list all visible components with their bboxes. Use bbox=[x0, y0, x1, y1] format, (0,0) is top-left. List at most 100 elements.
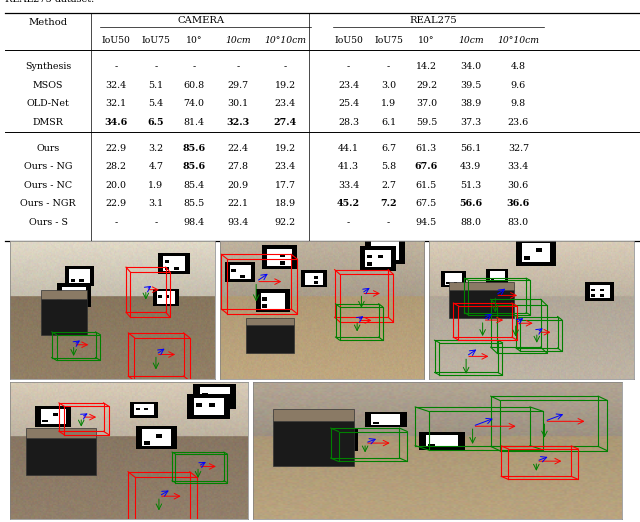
Text: Ours - NGR: Ours - NGR bbox=[20, 199, 76, 208]
Text: 22.1: 22.1 bbox=[228, 199, 249, 208]
Text: REAL275 dataset.: REAL275 dataset. bbox=[5, 0, 94, 4]
Text: 19.2: 19.2 bbox=[275, 81, 296, 90]
Text: 27.4: 27.4 bbox=[273, 118, 297, 127]
Text: 6.5: 6.5 bbox=[148, 118, 164, 127]
Text: 38.9: 38.9 bbox=[460, 99, 481, 108]
Text: 32.7: 32.7 bbox=[508, 144, 529, 152]
Text: Ours - NC: Ours - NC bbox=[24, 181, 72, 189]
Text: 85.6: 85.6 bbox=[182, 144, 205, 152]
Text: 1.9: 1.9 bbox=[381, 99, 396, 108]
Text: 23.4: 23.4 bbox=[275, 162, 296, 171]
Text: 83.0: 83.0 bbox=[508, 218, 529, 227]
Text: 18.9: 18.9 bbox=[275, 199, 296, 208]
Text: 51.3: 51.3 bbox=[460, 181, 481, 189]
Text: 85.4: 85.4 bbox=[184, 181, 205, 189]
Text: 30.6: 30.6 bbox=[508, 181, 529, 189]
Text: 41.3: 41.3 bbox=[338, 162, 359, 171]
Text: -: - bbox=[387, 62, 390, 71]
Text: 85.5: 85.5 bbox=[183, 199, 205, 208]
Text: 94.5: 94.5 bbox=[416, 218, 437, 227]
Text: -: - bbox=[347, 62, 350, 71]
Text: 29.2: 29.2 bbox=[416, 81, 437, 90]
Text: 60.8: 60.8 bbox=[184, 81, 205, 90]
Text: 10°: 10° bbox=[186, 37, 202, 45]
Text: -: - bbox=[192, 62, 196, 71]
Text: 43.9: 43.9 bbox=[460, 162, 481, 171]
Text: 29.7: 29.7 bbox=[228, 81, 249, 90]
Text: -: - bbox=[387, 218, 390, 227]
Text: 34.6: 34.6 bbox=[104, 118, 127, 127]
Text: 61.3: 61.3 bbox=[416, 144, 437, 152]
Text: 10cm: 10cm bbox=[458, 37, 484, 45]
Text: 74.0: 74.0 bbox=[184, 99, 204, 108]
Text: 61.5: 61.5 bbox=[416, 181, 437, 189]
Text: -: - bbox=[115, 218, 118, 227]
Text: 5.8: 5.8 bbox=[381, 162, 396, 171]
Text: -: - bbox=[115, 62, 118, 71]
Text: IoU75: IoU75 bbox=[374, 37, 403, 45]
Text: 2.7: 2.7 bbox=[381, 181, 396, 189]
Text: 67.6: 67.6 bbox=[415, 162, 438, 171]
Text: 10°10cm: 10°10cm bbox=[264, 37, 306, 45]
Text: 20.9: 20.9 bbox=[228, 181, 249, 189]
Text: OLD-Net: OLD-Net bbox=[27, 99, 70, 108]
Text: 28.2: 28.2 bbox=[106, 162, 127, 171]
Text: 92.2: 92.2 bbox=[275, 218, 296, 227]
Text: 37.3: 37.3 bbox=[460, 118, 481, 127]
Text: 88.0: 88.0 bbox=[460, 218, 481, 227]
Text: 98.4: 98.4 bbox=[184, 218, 205, 227]
Text: DMSR: DMSR bbox=[33, 118, 63, 127]
Text: 5.4: 5.4 bbox=[148, 99, 163, 108]
Text: 19.2: 19.2 bbox=[275, 144, 296, 152]
Text: 22.9: 22.9 bbox=[106, 199, 127, 208]
Text: -: - bbox=[284, 62, 287, 71]
Text: IoU50: IoU50 bbox=[334, 37, 363, 45]
Text: 44.1: 44.1 bbox=[338, 144, 359, 152]
Text: 23.4: 23.4 bbox=[338, 81, 359, 90]
Text: Synthesis: Synthesis bbox=[25, 62, 71, 71]
Text: 4.7: 4.7 bbox=[148, 162, 163, 171]
Text: -: - bbox=[347, 218, 350, 227]
Text: 37.0: 37.0 bbox=[416, 99, 437, 108]
Text: 30.1: 30.1 bbox=[228, 99, 249, 108]
Text: 23.4: 23.4 bbox=[275, 99, 296, 108]
Text: 25.4: 25.4 bbox=[338, 99, 359, 108]
Text: 1.9: 1.9 bbox=[148, 181, 163, 189]
Text: 7.2: 7.2 bbox=[380, 199, 397, 208]
Text: IoU75: IoU75 bbox=[141, 37, 170, 45]
Text: 22.9: 22.9 bbox=[106, 144, 127, 152]
Text: 3.0: 3.0 bbox=[381, 81, 396, 90]
Text: 32.1: 32.1 bbox=[106, 99, 127, 108]
Text: Method: Method bbox=[29, 18, 68, 27]
Text: 23.6: 23.6 bbox=[508, 118, 529, 127]
Text: 5.1: 5.1 bbox=[148, 81, 163, 90]
Text: IoU50: IoU50 bbox=[102, 37, 131, 45]
Text: Ours - NG: Ours - NG bbox=[24, 162, 72, 171]
Text: 56.6: 56.6 bbox=[460, 199, 483, 208]
Text: 10°10cm: 10°10cm bbox=[497, 37, 540, 45]
Text: 10cm: 10cm bbox=[225, 37, 251, 45]
Text: CAMERA: CAMERA bbox=[177, 16, 224, 25]
Text: 32.4: 32.4 bbox=[106, 81, 127, 90]
Text: 33.4: 33.4 bbox=[338, 181, 359, 189]
Text: 32.3: 32.3 bbox=[227, 118, 250, 127]
Text: 17.7: 17.7 bbox=[275, 181, 296, 189]
Text: 36.6: 36.6 bbox=[507, 199, 530, 208]
Text: 6.7: 6.7 bbox=[381, 144, 396, 152]
Text: 81.4: 81.4 bbox=[184, 118, 204, 127]
Text: -: - bbox=[154, 62, 157, 71]
Text: Ours: Ours bbox=[36, 144, 60, 152]
Text: 39.5: 39.5 bbox=[460, 81, 481, 90]
Text: -: - bbox=[237, 62, 240, 71]
Text: REAL275: REAL275 bbox=[410, 16, 458, 25]
Text: 67.5: 67.5 bbox=[416, 199, 437, 208]
Text: MSOS: MSOS bbox=[33, 81, 63, 90]
Text: 34.0: 34.0 bbox=[460, 62, 481, 71]
Text: 22.4: 22.4 bbox=[228, 144, 249, 152]
Text: 27.8: 27.8 bbox=[228, 162, 249, 171]
Text: 10°: 10° bbox=[418, 37, 435, 45]
Text: 33.4: 33.4 bbox=[508, 162, 529, 171]
Text: 59.5: 59.5 bbox=[416, 118, 437, 127]
Text: Ours - S: Ours - S bbox=[29, 218, 68, 227]
Text: 93.4: 93.4 bbox=[228, 218, 249, 227]
